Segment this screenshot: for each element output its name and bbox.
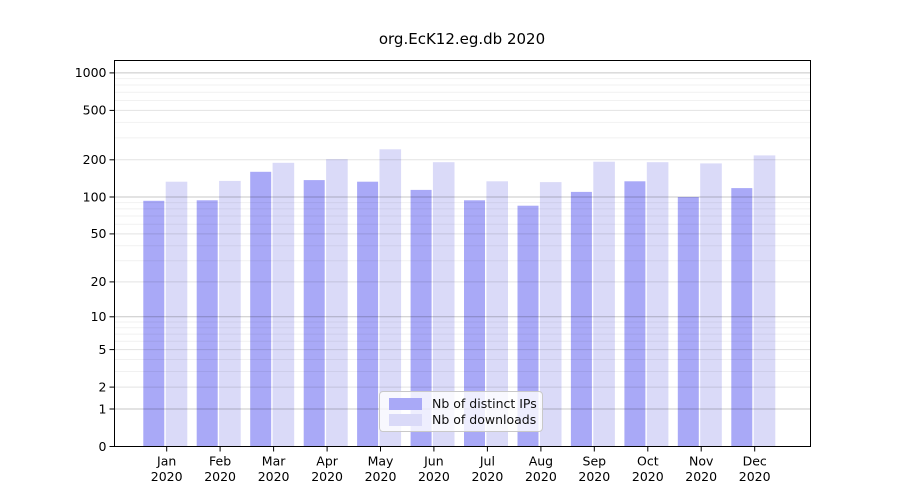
x-tick-label-month-0: Jan (156, 454, 176, 469)
y-tick-label-200: 200 (83, 152, 107, 167)
x-tick-label-month-10: Nov (689, 454, 714, 469)
x-tick-label-month-6: Jul (479, 454, 495, 469)
bar-downloads-2 (272, 162, 295, 447)
y-tick-label-20: 20 (91, 274, 107, 289)
legend-item-downloads: Nb of downloads (389, 412, 537, 427)
x-tick-label-year-3: 2020 (311, 469, 343, 484)
bar-distinct-ips-9 (624, 181, 646, 447)
bar-distinct-ips-10 (677, 197, 699, 447)
y-tick-label-500: 500 (83, 103, 107, 118)
y-tick-label-10: 10 (91, 309, 107, 324)
y-tick-label-5: 5 (99, 342, 107, 357)
x-tick-label-year-10: 2020 (685, 469, 717, 484)
x-tick-label-year-6: 2020 (471, 469, 503, 484)
x-tick-label-year-5: 2020 (418, 469, 450, 484)
bar-downloads-7 (539, 182, 562, 447)
x-tick-label-year-2: 2020 (258, 469, 290, 484)
bar-downloads-0 (165, 181, 188, 447)
x-tick-label-year-8: 2020 (578, 469, 610, 484)
y-tick-label-50: 50 (91, 226, 107, 241)
bar-downloads-5 (432, 162, 455, 447)
bar-distinct-ips-8 (570, 191, 592, 447)
x-tick-label-year-4: 2020 (365, 469, 397, 484)
bar-downloads-8 (593, 161, 615, 447)
bar-downloads-9 (646, 162, 669, 447)
bar-distinct-ips-3 (303, 180, 325, 447)
x-tick-label-year-11: 2020 (739, 469, 771, 484)
legend-swatch-distinct-ips (389, 397, 422, 410)
bar-distinct-ips-7 (517, 205, 539, 447)
legend: Nb of distinct IPs Nb of downloads (379, 391, 543, 432)
bar-downloads-3 (326, 159, 348, 447)
x-tick-label-year-0: 2020 (151, 469, 183, 484)
x-tick-label-month-1: Feb (209, 454, 231, 469)
y-tick-label-0: 0 (99, 439, 107, 454)
chart-title: org.EcK12.eg.db 2020 (378, 30, 546, 48)
x-tick-label-month-7: Aug (529, 454, 553, 469)
bar-distinct-ips-2 (250, 171, 272, 447)
x-tick-label-month-9: Oct (637, 454, 659, 469)
x-tick-label-month-8: Sep (583, 454, 607, 469)
x-tick-label-month-3: Apr (316, 454, 338, 469)
bar-distinct-ips-0 (143, 200, 165, 447)
x-tick-label-year-9: 2020 (632, 469, 664, 484)
x-tick-label-month-4: May (368, 454, 394, 469)
legend-item-distinct-ips: Nb of distinct IPs (389, 396, 537, 411)
y-tick-label-100: 100 (83, 189, 107, 204)
plot-border (114, 60, 811, 447)
legend-label-distinct-ips: Nb of distinct IPs (432, 396, 537, 411)
legend-swatch-downloads (389, 413, 422, 426)
x-tick-label-year-1: 2020 (204, 469, 236, 484)
y-tick-label-1000: 1000 (75, 65, 107, 80)
bar-downloads-4 (379, 149, 402, 447)
bar-distinct-ips-1 (196, 200, 218, 447)
y-tick-label-2: 2 (99, 379, 107, 394)
x-tick-label-month-2: Mar (262, 454, 286, 469)
bar-downloads-6 (486, 181, 508, 447)
bar-distinct-ips-4 (357, 181, 379, 447)
x-tick-label-year-7: 2020 (525, 469, 557, 484)
x-tick-label-month-5: Jun (423, 454, 444, 469)
bar-downloads-10 (700, 163, 722, 447)
bar-downloads-11 (753, 155, 776, 447)
bar-downloads-1 (219, 180, 241, 447)
bar-distinct-ips-6 (464, 200, 485, 447)
bar-distinct-ips-11 (731, 188, 753, 447)
y-tick-label-1: 1 (99, 401, 107, 416)
bar-distinct-ips-5 (410, 189, 432, 447)
legend-label-downloads: Nb of downloads (432, 412, 537, 427)
x-tick-label-month-11: Dec (743, 454, 767, 469)
